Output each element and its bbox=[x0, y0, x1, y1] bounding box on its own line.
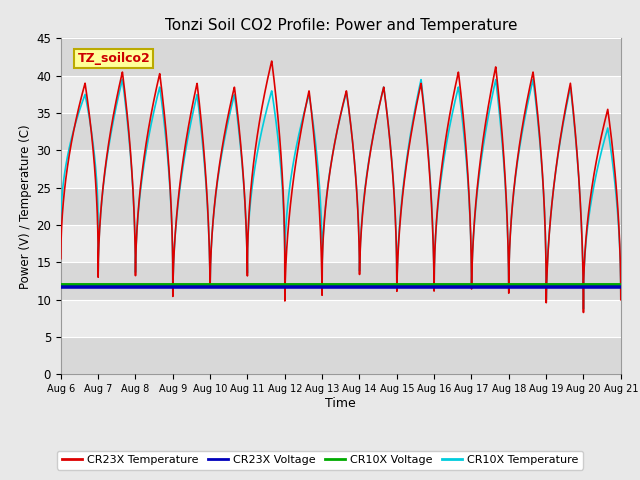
Bar bbox=[61, 337, 621, 374]
Bar bbox=[61, 113, 621, 150]
Bar bbox=[61, 76, 621, 113]
Bar bbox=[61, 225, 621, 263]
X-axis label: Time: Time bbox=[325, 397, 356, 410]
Legend: CR23X Temperature, CR23X Voltage, CR10X Voltage, CR10X Temperature: CR23X Temperature, CR23X Voltage, CR10X … bbox=[57, 451, 583, 469]
Text: TZ_soilco2: TZ_soilco2 bbox=[77, 52, 150, 65]
Bar bbox=[61, 150, 621, 188]
Bar bbox=[61, 263, 621, 300]
Y-axis label: Power (V) / Temperature (C): Power (V) / Temperature (C) bbox=[19, 124, 32, 288]
Title: Tonzi Soil CO2 Profile: Power and Temperature: Tonzi Soil CO2 Profile: Power and Temper… bbox=[164, 18, 517, 33]
Bar bbox=[61, 38, 621, 76]
Bar bbox=[61, 188, 621, 225]
Bar bbox=[61, 300, 621, 337]
